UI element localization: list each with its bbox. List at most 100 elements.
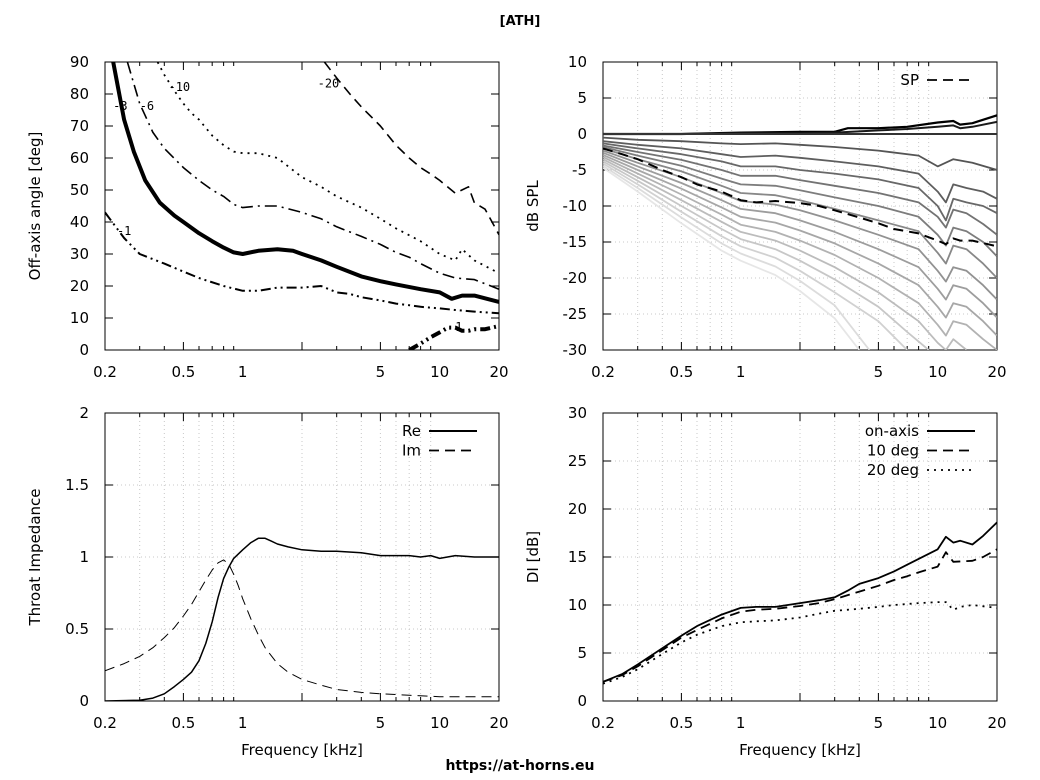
- legend-label: Im: [402, 442, 421, 460]
- legend-label: SP: [900, 71, 919, 89]
- contour-label: 1: [455, 320, 462, 334]
- y-tick-label: 10: [568, 53, 587, 71]
- y-tick-label: 20: [70, 277, 89, 295]
- y-axis-label: Throat Impedance: [26, 488, 44, 626]
- x-tick-label: 0.2: [591, 714, 615, 732]
- legend-label: 20 deg: [867, 461, 919, 479]
- y-tick-label: 80: [70, 85, 89, 103]
- x-tick-label: 0.5: [669, 363, 693, 381]
- series-25-deg: [603, 142, 997, 222]
- x-tick-label: 5: [376, 363, 386, 381]
- y-tick-label: 40: [70, 213, 89, 231]
- series-group: [105, 537, 499, 701]
- series-group: [603, 521, 997, 685]
- series-65-deg: [603, 158, 968, 350]
- x-tick-label: 10: [928, 363, 947, 381]
- y-tick-label: -20: [563, 269, 588, 287]
- contour-label: -3: [113, 99, 127, 113]
- x-tick-label: 1: [736, 363, 746, 381]
- panel-spl-response: 0.2 0.5 1 5 10 20 -30 -25 -20 -15 -10 -5 0 5 10 dB SPL S…: [524, 53, 1007, 381]
- y-tick-label: 2: [79, 404, 89, 422]
- y-tick-label: 90: [70, 53, 89, 71]
- series-60-deg: [603, 156, 997, 350]
- y-tick-label: 0: [79, 341, 89, 359]
- panel-polar-map: 0.2 0.5 1 5 10 20 0 10 20 30 40 50 60 70 80 90 Off-axis …: [26, 53, 509, 381]
- y-tick-label: 5: [577, 89, 587, 107]
- series-80-deg: [603, 164, 871, 350]
- y-tick-label: 60: [70, 149, 89, 167]
- panel-throat-impedance: 0.2 0.5 1 5 10 20 0 0.5 1 1.5 2 Throat Impedance Fre…: [26, 404, 509, 759]
- series-75-deg: [603, 162, 908, 350]
- x-tick-label: 10: [928, 714, 947, 732]
- y-tick-label: -30: [563, 341, 588, 359]
- contour-label: -20: [318, 77, 340, 91]
- series-30-deg: [603, 144, 997, 236]
- y-tick-label: 25: [568, 452, 587, 470]
- x-tick-label: 0.5: [171, 363, 195, 381]
- x-tick-label: 0.2: [93, 363, 117, 381]
- x-tick-label: 10: [430, 714, 449, 732]
- series-20-deg: [603, 140, 997, 204]
- series-20-deg: [603, 601, 997, 685]
- x-tick-label: 1: [238, 363, 248, 381]
- y-tick-label: -10: [563, 197, 588, 215]
- x-tick-label: 20: [987, 714, 1006, 732]
- y-tick-label: 5: [577, 644, 587, 662]
- x-tick-label: 20: [987, 363, 1006, 381]
- footer-url: https://at-horns.eu: [445, 758, 594, 774]
- figure-title: [ATH]: [500, 14, 541, 29]
- series-55-deg: [603, 154, 997, 337]
- x-tick-label: 1: [736, 714, 746, 732]
- series-3: [111, 62, 499, 304]
- y-tick-label: 0: [577, 692, 587, 710]
- y-tick-label: 0: [577, 125, 587, 143]
- x-tick-label: 0.5: [669, 714, 693, 732]
- series-20: [323, 62, 499, 236]
- series-sp: [603, 147, 997, 248]
- x-tick-label: 10: [430, 363, 449, 381]
- y-tick-label: 1: [79, 548, 89, 566]
- series-re: [105, 537, 499, 701]
- y-tick-label: 10: [70, 309, 89, 327]
- contour-label: -1: [117, 224, 131, 238]
- y-axis-label: Off-axis angle [deg]: [26, 132, 44, 281]
- y-tick-label: -15: [563, 233, 588, 251]
- x-tick-label: 0.2: [591, 363, 615, 381]
- y-tick-label: 50: [70, 181, 89, 199]
- series-10: [156, 62, 499, 274]
- x-axis-label: Frequency [kHz]: [739, 741, 861, 759]
- panels: 0.2 0.5 1 5 10 200102030405060708090Off-axis …: [26, 53, 1007, 759]
- y-tick-label: -25: [563, 305, 588, 323]
- x-tick-label: 1: [238, 714, 248, 732]
- x-axis-label: Frequency [kHz]: [241, 741, 363, 759]
- series-1: [408, 324, 499, 350]
- x-tick-label: 5: [376, 714, 386, 732]
- y-tick-label: 15: [568, 548, 587, 566]
- y-tick-label: 30: [70, 245, 89, 263]
- legend-label: Re: [402, 422, 421, 440]
- x-tick-label: 0.5: [171, 714, 195, 732]
- series-50-deg: [603, 151, 997, 319]
- y-axis-label: dB SPL: [524, 180, 542, 232]
- y-tick-label: 10: [568, 596, 587, 614]
- series-1: [105, 211, 499, 315]
- series-6: [126, 62, 499, 290]
- y-tick-label: 0: [79, 692, 89, 710]
- x-tick-label: 20: [489, 363, 508, 381]
- series-group: [603, 114, 997, 350]
- contour-label: -6: [140, 99, 154, 113]
- series-im: [105, 559, 499, 698]
- series-on-axis: [603, 521, 997, 683]
- x-tick-label: 5: [874, 714, 884, 732]
- y-axis-label: DI [dB]: [524, 531, 542, 583]
- series-45-deg: [603, 149, 997, 301]
- y-tick-label: 30: [568, 404, 587, 422]
- series-85-deg: [603, 167, 861, 350]
- y-tick-label: 70: [70, 117, 89, 135]
- y-tick-label: -5: [572, 161, 587, 179]
- legend-label: on-axis: [865, 422, 919, 440]
- contour-label: -10: [168, 80, 190, 94]
- y-tick-label: 20: [568, 500, 587, 518]
- x-tick-label: 0.2: [93, 714, 117, 732]
